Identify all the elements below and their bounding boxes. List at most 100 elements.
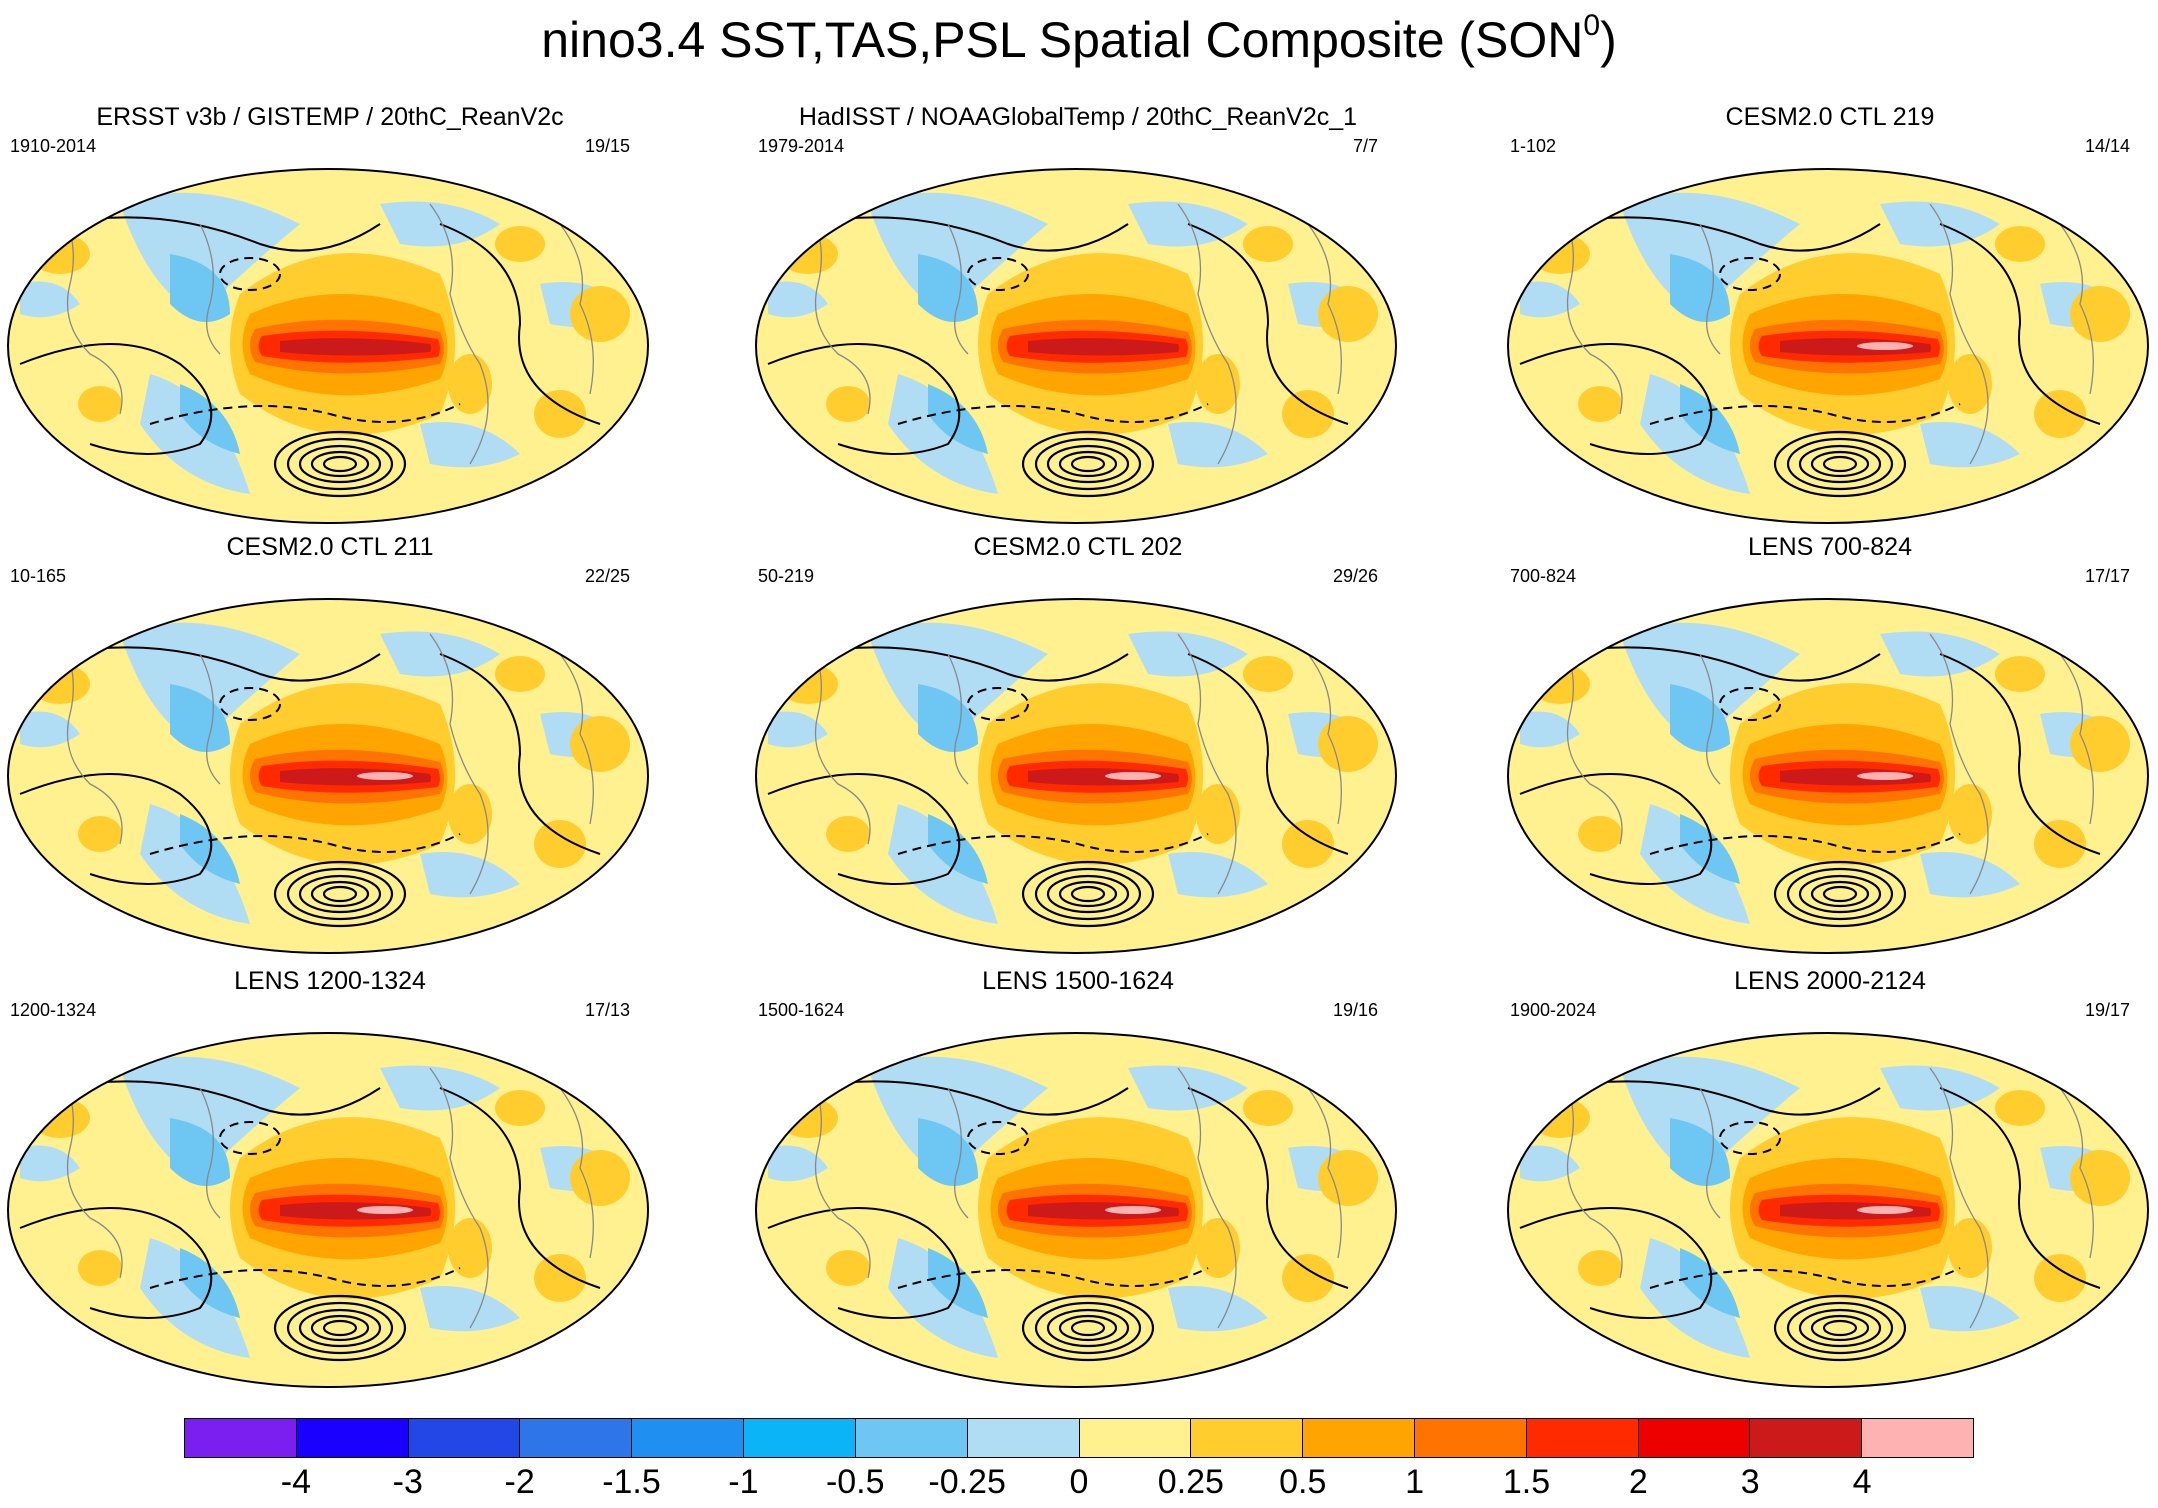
psl-contour	[1519, 1207, 1713, 1319]
map-panel: CESM2.0 CTL 211 10-165 22/25	[0, 530, 660, 960]
psl-contour	[1822, 455, 1858, 473]
panel-title: LENS 2000-2124	[1734, 967, 1926, 995]
psl-contour	[273, 860, 407, 928]
map-panel: LENS 1500-1624 1500-1624 19/16	[748, 964, 1408, 1394]
figure-title: nino3.4 SST,TAS,PSL Spatial Composite (S…	[0, 8, 2158, 72]
colorbar-tick-label: 1	[1405, 1463, 1425, 1501]
coastline	[429, 1067, 489, 1329]
psl-contour	[310, 450, 370, 478]
panel-title: HadISST / NOAAGlobalTemp / 20thC_ReanV2c…	[798, 103, 1358, 131]
psl-contour	[298, 874, 382, 914]
coastline	[429, 203, 489, 465]
colorbar-swatch	[1526, 1419, 1639, 1457]
colorbar-tick-label: -1.5	[602, 1463, 661, 1501]
coastline	[1699, 223, 1721, 355]
colorbar-swatch	[1638, 1419, 1751, 1457]
colorbar-swatch	[1414, 1419, 1527, 1457]
land-anomaly-patch	[534, 820, 586, 868]
psl-contour	[273, 430, 407, 498]
land-anomaly-patch	[495, 226, 545, 262]
panel-title: LENS 700-824	[1747, 533, 1912, 561]
map-border	[7, 1032, 649, 1388]
coastline	[59, 1067, 123, 1279]
negative-anomaly-region	[1670, 254, 1730, 322]
coastline	[947, 1087, 969, 1219]
psl-contour-dashed	[149, 1267, 461, 1289]
panel-event-count: 14/14	[2084, 136, 2130, 156]
coastline	[947, 653, 969, 785]
colorbar-swatch	[1191, 1419, 1304, 1457]
map-panel: CESM2.0 CTL 202 50-219 29/26	[748, 530, 1408, 960]
colorbar-swatch	[296, 1419, 409, 1457]
colorbar-swatch	[744, 1419, 856, 1457]
coastline	[1307, 653, 1342, 825]
panel-map	[1507, 1032, 2149, 1388]
psl-contour	[1773, 430, 1907, 498]
panel-title: CESM2.0 CTL 202	[973, 533, 1183, 561]
negative-anomaly-region	[1640, 804, 1750, 924]
land-anomaly-patch	[2070, 716, 2130, 772]
negative-anomaly-region	[888, 1238, 998, 1358]
panel-event-count: 19/17	[2084, 1000, 2130, 1020]
coastline	[199, 223, 221, 355]
coastline	[1699, 1087, 1721, 1219]
land-anomaly-patch	[78, 1250, 122, 1286]
colorbar	[184, 1418, 1974, 1458]
psl-contour-dashed	[1719, 1121, 1781, 1155]
colorbar-tick-label: -1	[728, 1463, 759, 1501]
psl-contour	[1046, 444, 1130, 484]
psl-contour-dashed	[897, 403, 1209, 425]
figure-title-text: nino3.4 SST,TAS,PSL Spatial Composite (S…	[541, 12, 1584, 68]
panel-map	[755, 1032, 1397, 1388]
psl-contour	[807, 646, 1129, 682]
colorbar-swatch	[408, 1419, 521, 1457]
panel-map	[755, 168, 1397, 524]
psl-contour	[19, 773, 213, 885]
psl-contour	[1810, 880, 1870, 908]
psl-contour	[1798, 1308, 1882, 1348]
negative-anomaly-region	[918, 684, 978, 752]
negative-anomaly-region	[1920, 1286, 2020, 1332]
psl-contour	[1939, 653, 2101, 855]
coastline	[429, 633, 489, 895]
coastline	[1559, 633, 1623, 845]
negative-anomaly-region	[140, 1238, 250, 1358]
psl-contour	[298, 1308, 382, 1348]
land-anomaly-patch	[1318, 1150, 1378, 1206]
map-panel: CESM2.0 CTL 219 1-102 14/14	[1500, 100, 2158, 530]
coastline	[1307, 223, 1342, 395]
psl-contour	[1773, 1294, 1907, 1362]
psl-contour	[1046, 1308, 1130, 1348]
psl-contour	[807, 1080, 1129, 1116]
negative-anomaly-region	[420, 852, 520, 898]
panel-map	[1507, 598, 2149, 954]
negative-anomaly-region	[1920, 852, 2020, 898]
colorbar-swatch	[967, 1419, 1080, 1457]
peak-anomaly	[1857, 772, 1913, 780]
land-anomaly-patch	[2070, 1150, 2130, 1206]
land-anomaly-patch	[1196, 784, 1240, 844]
negative-anomaly-region	[768, 281, 828, 318]
coastline	[1177, 203, 1237, 465]
panel-event-count: 17/13	[584, 1000, 630, 1020]
map-border	[1507, 168, 2149, 524]
land-anomaly-patch	[778, 1098, 838, 1138]
peak-anomaly	[357, 772, 413, 780]
colorbar-swatch	[1303, 1419, 1415, 1457]
land-anomaly-patch	[30, 664, 90, 704]
panel-years: 10-165	[10, 566, 67, 586]
colorbar-swatch	[1079, 1419, 1192, 1457]
psl-contour	[439, 223, 601, 425]
coastline	[559, 653, 594, 825]
panel-years: 1500-1624	[758, 1000, 845, 1020]
land-anomaly-patch	[78, 816, 122, 852]
panel-event-count: 29/26	[1332, 566, 1378, 586]
psl-contour-dashed	[219, 687, 281, 721]
land-anomaly-patch	[534, 1254, 586, 1302]
colorbar-tick-label: 4	[1852, 1463, 1872, 1501]
land-anomaly-patch	[570, 716, 630, 772]
colorbar-swatch	[185, 1419, 297, 1457]
land-anomaly-patch	[1530, 1098, 1590, 1138]
psl-contour-dashed	[149, 833, 461, 855]
coastline	[1559, 1067, 1623, 1279]
